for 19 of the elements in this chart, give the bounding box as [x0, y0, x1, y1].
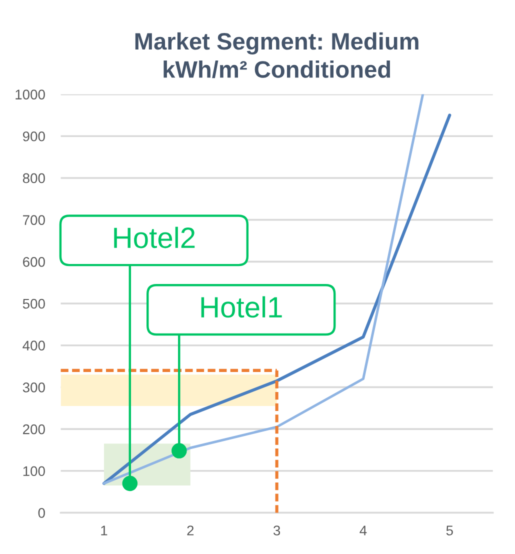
y-tick-label: 300 [22, 382, 45, 392]
x-tick-label: 3 [273, 526, 280, 536]
annotation: Hotel2 [114, 226, 195, 248]
y-tick-label: 0 [38, 508, 45, 518]
x-tick-label: 5 [446, 526, 453, 536]
y-tick-label: 500 [22, 298, 45, 309]
y-tick-label: 1000 [16, 90, 45, 100]
y-tick-label: 800 [22, 173, 45, 184]
y-tick-label: 600 [23, 257, 45, 267]
y-tick-label: 100 [23, 466, 45, 476]
y-tick-label: 900 [22, 131, 45, 142]
chart-title: Market Segment: Medium kWh/m² Conditioned [135, 32, 418, 78]
x-tick-label: 2 [187, 526, 194, 536]
x-tick-label: 4 [360, 526, 367, 536]
x-tick-label: 1 [101, 526, 108, 536]
y-tick-label: 400 [22, 340, 45, 351]
y-tick-label: 200 [23, 424, 45, 434]
y-tick-label: 700 [23, 215, 45, 225]
annotation: Hotel1 [201, 296, 282, 318]
